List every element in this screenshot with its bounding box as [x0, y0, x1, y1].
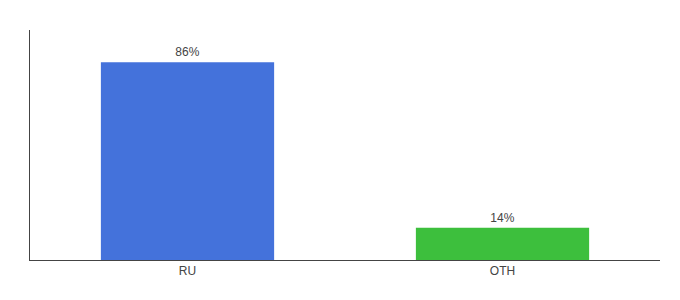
svg-text:OTH: OTH	[490, 264, 515, 278]
svg-text:14%: 14%	[490, 211, 514, 225]
svg-text:RU: RU	[179, 264, 196, 278]
svg-text:86%: 86%	[175, 45, 199, 59]
